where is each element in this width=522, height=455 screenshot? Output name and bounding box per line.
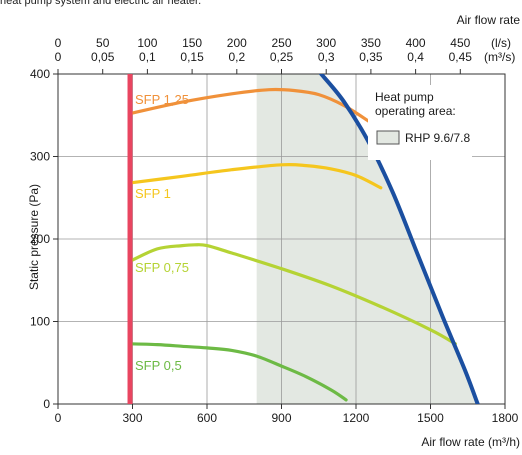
top-tick-label-m3s: 0,05 [91,50,115,64]
top-tick-label-ls: 450 [450,36,470,50]
sfp-curve [128,87,370,123]
legend-entry-label: RHP 9.6/7.8 [405,131,470,145]
y-tick-label: 300 [30,150,50,164]
top-tick-label-ls: 150 [182,36,202,50]
top-tick-label-m3s: 0 [55,50,62,64]
legend-box [368,85,472,160]
top-tick-label-ls: 300 [316,36,336,50]
sfp-curve [128,243,457,346]
x-tick-label: 300 [122,411,142,425]
x-tick-label: 1200 [343,411,370,425]
top-tick-label-ls: 0 [55,36,62,50]
sfp-curve-label: SFP 1 [135,186,171,201]
figure-caption: heat pump system and electric air heater… [0,0,202,7]
x-tick-label: 900 [271,411,291,425]
top-axis-unit-m3s: (m³/s) [484,50,516,64]
top-tick-label-m3s: 0,45 [449,50,473,64]
x-axis-label: Air flow rate (m³/h) [421,435,520,449]
y-tick-label: 400 [30,67,50,81]
top-tick-label-m3s: 0,1 [139,50,156,64]
y-tick-label: 200 [30,232,50,246]
legend-swatch [376,130,400,145]
x-tick-label: 600 [197,411,217,425]
sfp-curve [128,342,348,402]
top-tick-label-ls: 50 [96,36,110,50]
y-tick-label: 0 [43,397,50,411]
x-tick-label: 1800 [492,411,519,425]
top-tick-label-m3s: 0,3 [318,50,335,64]
sfp-curve [128,162,383,190]
top-tick-label-m3s: 0,25 [270,50,294,64]
top-tick-label-ls: 250 [271,36,291,50]
y-tick-label: 100 [30,315,50,329]
sfp-curve-label: SFP 1,25 [135,92,189,107]
top-tick-label-m3s: 0,4 [407,50,424,64]
top-tick-label-m3s: 0,35 [359,50,383,64]
max-pressure-limit-curve [319,74,480,404]
x-tick-label: 0 [55,411,62,425]
top-tick-label-m3s: 0,2 [228,50,245,64]
top-tick-label-ls: 100 [137,36,157,50]
sfp-curve-label: SFP 0,75 [135,260,189,275]
sfp-curve-label: SFP 0,5 [135,358,182,373]
legend-title-line1: Heat pump [375,90,434,104]
top-axis-unit-ls: (l/s) [491,36,511,50]
legend-title-line2: operating area: [375,104,456,118]
top-tick-label-m3s: 0,15 [180,50,204,64]
top-axis-title: Air flow rate [456,13,520,27]
top-tick-label-ls: 400 [406,36,426,50]
x-tick-label: 1500 [417,411,444,425]
top-tick-label-ls: 350 [361,36,381,50]
top-tick-label-ls: 200 [227,36,247,50]
